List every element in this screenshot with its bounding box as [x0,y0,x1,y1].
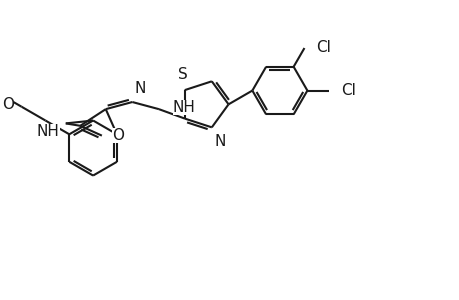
Text: S: S [178,67,187,82]
Text: O: O [112,128,123,143]
Text: N: N [214,134,226,149]
Text: N: N [134,81,146,96]
Text: Cl: Cl [340,83,355,98]
Text: NH: NH [37,124,59,139]
Text: Cl: Cl [315,40,330,55]
Text: O: O [2,97,14,112]
Text: NH: NH [172,100,195,115]
